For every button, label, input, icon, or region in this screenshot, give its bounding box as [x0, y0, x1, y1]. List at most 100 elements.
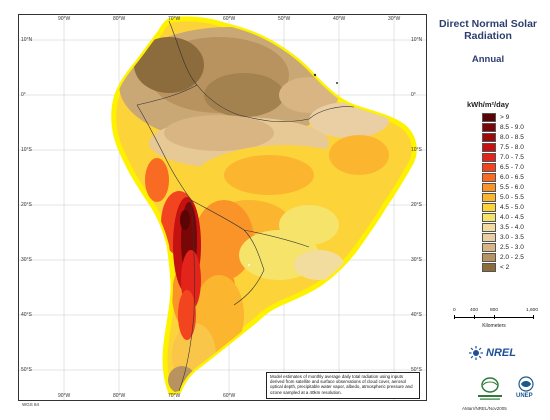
legend-panel: Direct Normal Solar Radiation Annual kWh… [432, 14, 544, 409]
map-subtitle: Annual [471, 54, 505, 65]
legend-swatch [482, 232, 496, 242]
scale-bar: 0 400 800 1,600 [453, 308, 538, 322]
lat-label-right: 50°S [411, 367, 422, 373]
map-panel: 90°W 80°W 70°W 60°W 50°W 40°W 30°W 90°W … [18, 14, 427, 401]
lat-label-left: 40°S [21, 312, 32, 318]
legend-label: 7.0 - 7.5 [500, 153, 524, 161]
legend-label: 8.5 - 9.0 [500, 123, 524, 131]
legend-row: 5.0 - 5.5 [482, 192, 524, 202]
radiation-field [119, 27, 389, 393]
legend-swatch [482, 192, 496, 202]
legend-row: 3.0 - 3.5 [482, 232, 524, 242]
legend-swatch [482, 202, 496, 212]
unep-text: UNEP [516, 393, 533, 399]
scale-tick-label: 400 [470, 308, 479, 313]
legend-label: 3.0 - 3.5 [500, 233, 524, 241]
legend-label: 6.5 - 7.0 [500, 163, 524, 171]
legend-swatch [482, 122, 496, 132]
legend-row: 4.0 - 4.5 [482, 212, 524, 222]
legend-row: 4.5 - 5.0 [482, 202, 524, 212]
lon-label-bottom: 60°W [223, 393, 236, 399]
lon-label-top: 30°W [388, 16, 401, 22]
nrel-logo: NREL [468, 346, 528, 360]
legend-label: 4.5 - 5.0 [500, 203, 524, 211]
legend-label: 7.5 - 8.0 [500, 143, 524, 151]
lat-label-right: 30°S [411, 257, 422, 263]
legend-label: < 2 [500, 263, 510, 271]
unep-logo: UNEP [508, 376, 544, 402]
legend-row: 7.0 - 7.5 [482, 152, 524, 162]
lat-label-left: 10°N [21, 37, 33, 43]
legend-swatch [482, 262, 496, 272]
lon-label-top: 50°W [278, 16, 291, 22]
country-borders [136, 20, 355, 392]
legend-label: 4.0 - 4.5 [500, 213, 524, 221]
lat-label-left: 20°S [21, 202, 32, 208]
lat-label-left: 10°S [21, 147, 32, 153]
legend-swatch [482, 182, 496, 192]
lon-label-top: 80°W [113, 16, 126, 22]
scale-tick-label: 1,600 [526, 308, 539, 313]
legend-label: > 9 [500, 113, 510, 121]
nrel-text: NREL [486, 347, 516, 359]
methodology-note: Model estimates of monthly average daily… [266, 372, 420, 399]
legend-swatch [482, 252, 496, 262]
legend-row: > 9 [482, 112, 524, 122]
legend-label: 2.0 - 2.5 [500, 253, 524, 261]
legend-swatch [482, 132, 496, 142]
legend: > 9 8.5 - 9.0 8.0 - 8.5 7.5 - 8.0 7.0 - 7.5 6… [482, 112, 524, 272]
lon-label-bottom: 90°W [58, 393, 71, 399]
unep-emblem-icon [518, 376, 534, 392]
legend-swatch [482, 222, 496, 232]
lon-label-bottom: 70°W [168, 393, 181, 399]
legend-row: 8.5 - 9.0 [482, 122, 524, 132]
lon-label-top: 90°W [58, 16, 71, 22]
legend-swatch [482, 242, 496, 252]
legend-row: < 2 [482, 262, 524, 272]
scale-tick-label: 800 [490, 308, 499, 313]
lat-label-left: 0° [21, 92, 26, 98]
legend-row: 5.5 - 6.0 [482, 182, 524, 192]
legend-row: 7.5 - 8.0 [482, 142, 524, 152]
legend-row: 2.0 - 2.5 [482, 252, 524, 262]
legend-swatch [482, 172, 496, 182]
credit-line: AMarr/NREL/Nov2005 [462, 406, 507, 411]
gef-globe-icon [478, 377, 502, 400]
scale-tick-label: 0 [453, 308, 456, 313]
gef-logo [470, 376, 510, 402]
nrel-sun-icon [469, 346, 483, 360]
legend-swatch [482, 112, 496, 122]
legend-row: 2.5 - 3.0 [482, 242, 524, 252]
scale-unit: Kilometers [482, 323, 506, 329]
legend-label: 2.5 - 3.0 [500, 243, 524, 251]
lat-label-right: 40°S [411, 312, 422, 318]
lat-label-right: 10°N [411, 37, 423, 43]
legend-row: 3.5 - 4.0 [482, 222, 524, 232]
lat-label-right: 0° [411, 92, 416, 98]
lat-label-right: 10°S [411, 147, 422, 153]
lon-label-bottom: 80°W [113, 393, 126, 399]
lat-label-right: 20°S [411, 202, 422, 208]
legend-label: 6.0 - 6.5 [500, 173, 524, 181]
map-canvas [19, 15, 426, 400]
legend-swatch [482, 212, 496, 222]
lat-label-left: 30°S [21, 257, 32, 263]
lon-label-top: 40°W [333, 16, 346, 22]
legend-row: 6.5 - 7.0 [482, 162, 524, 172]
legend-label: 8.0 - 8.5 [500, 133, 524, 141]
legend-swatch [482, 152, 496, 162]
legend-unit: kWh/m²/day [466, 100, 510, 109]
legend-swatch [482, 162, 496, 172]
legend-label: 5.5 - 6.0 [500, 183, 524, 191]
map-title: Direct Normal Solar Radiation [438, 18, 538, 42]
legend-swatch [482, 142, 496, 152]
lon-label-top: 70°W [168, 16, 181, 22]
legend-label: 3.5 - 4.0 [500, 223, 524, 231]
legend-label: 5.0 - 5.5 [500, 193, 524, 201]
datum-label: WGS 84 [22, 402, 40, 407]
legend-row: 8.0 - 8.5 [482, 132, 524, 142]
lat-label-left: 50°S [21, 367, 32, 373]
legend-row: 6.0 - 6.5 [482, 172, 524, 182]
lon-label-top: 60°W [223, 16, 236, 22]
